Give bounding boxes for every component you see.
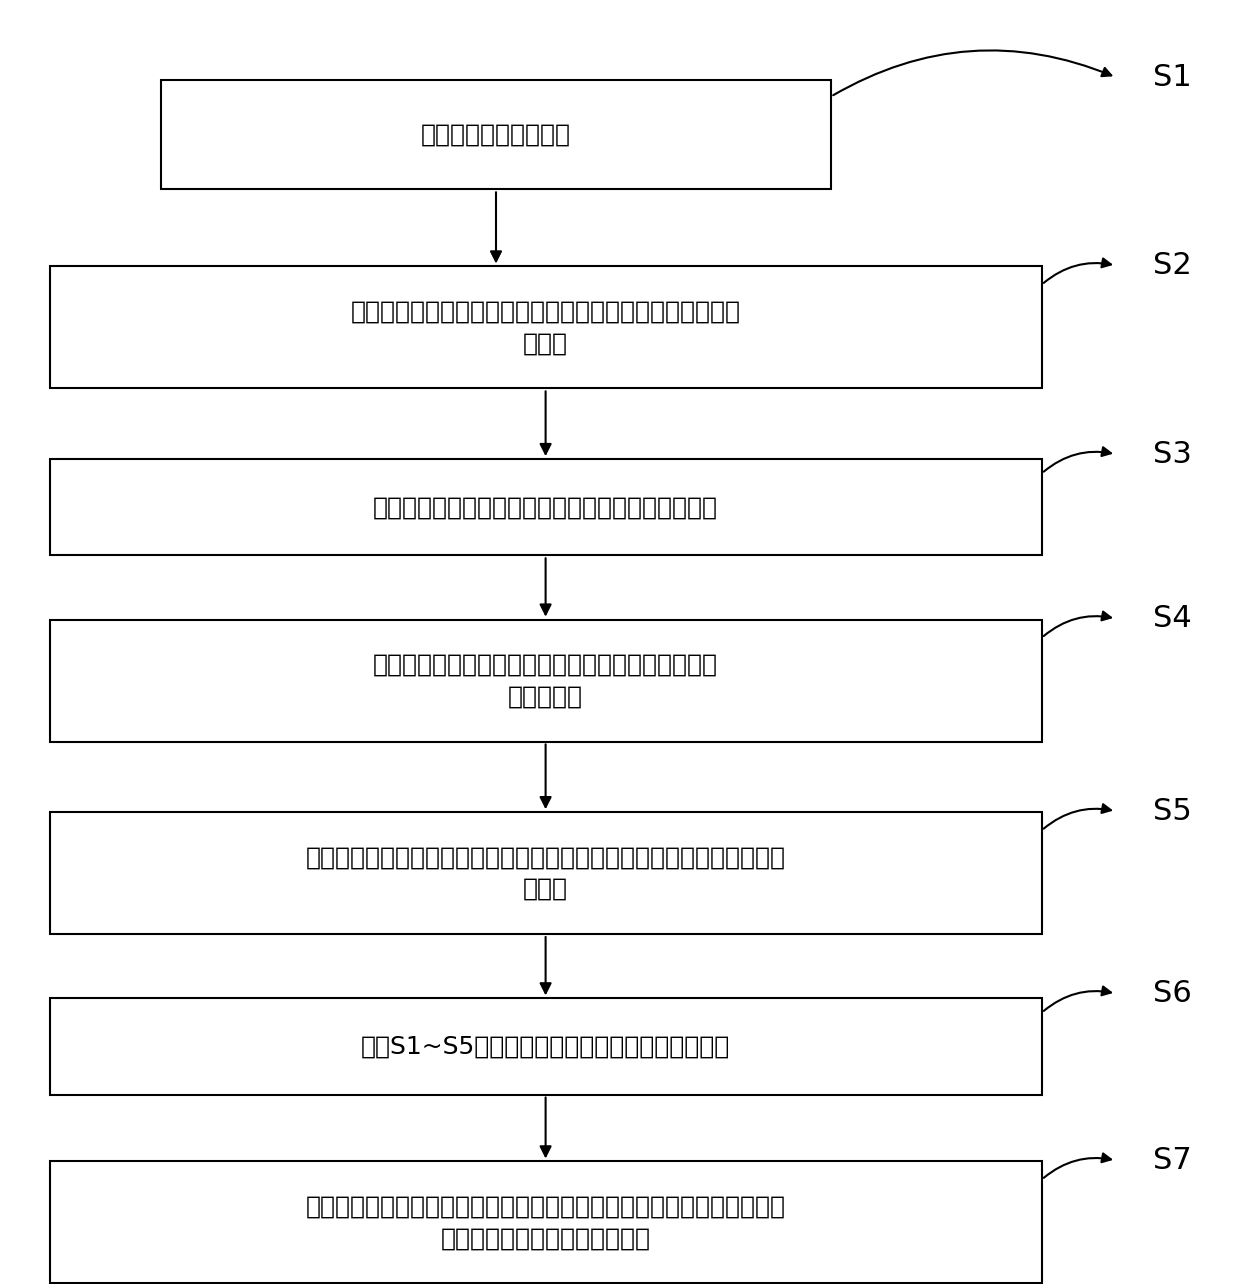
Text: 在金属薄膜表面涂覆光敏材料。并对光敏材料光刻出金属电
路版图: 在金属薄膜表面涂覆光敏材料。并对光敏材料光刻出金属电 路版图 [351,299,740,356]
Text: 刻蚀光敏材料未遮盖的金属薄膜部分。去除光敏材料: 刻蚀光敏材料未遮盖的金属薄膜部分。去除光敏材料 [373,496,718,519]
Bar [50,620,1042,742]
Bar [50,1161,1042,1284]
Text: 在余下的金属薄膜表面涂覆阻焊支撑层。并对阻焊支
撑层预固化: 在余下的金属薄膜表面涂覆阻焊支撑层。并对阻焊支 撑层预固化 [373,652,718,709]
Text: S2: S2 [1153,250,1192,280]
Text: 在基底上设置金属薄膜: 在基底上设置金属薄膜 [422,123,570,146]
Text: S3: S3 [1153,439,1192,469]
Bar [50,267,1042,388]
Text: S7: S7 [1153,1145,1192,1175]
Text: S5: S5 [1153,796,1192,826]
Bar [161,80,831,189]
Text: S4: S4 [1153,603,1192,633]
Text: S6: S6 [1153,978,1192,1008]
Bar [50,460,1042,555]
Text: 根据多种需求电路图来刻蚀阻焊支撑层。并对阻焊支撑层热固化形成金属
电路层: 根据多种需求电路图来刻蚀阻焊支撑层。并对阻焊支撑层热固化形成金属 电路层 [305,845,786,901]
Bar [50,999,1042,1094]
Text: 重复S1~S5制备多个金属电路层。并从基底上剥离: 重复S1~S5制备多个金属电路层。并从基底上剥离 [361,1035,730,1058]
Text: 依次对准各层金属电路层。涂焊锡膏电性连接各层金属电路层。放置电子
元器件。并焊接形成弹性电路板: 依次对准各层金属电路层。涂焊锡膏电性连接各层金属电路层。放置电子 元器件。并焊接… [305,1194,786,1251]
Bar [50,811,1042,935]
Text: S1: S1 [1153,63,1192,92]
